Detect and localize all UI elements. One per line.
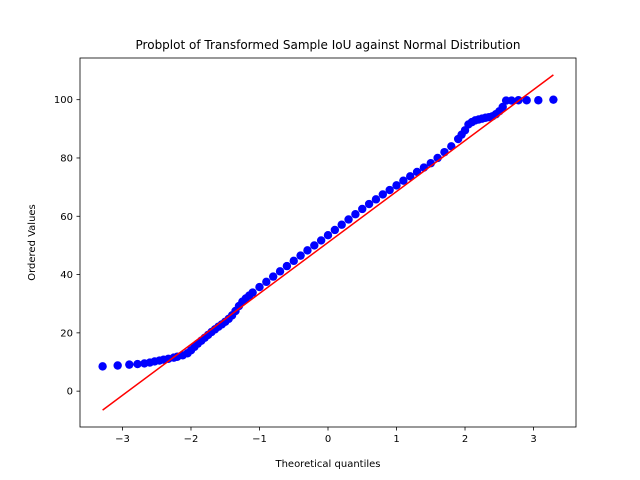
data-point (392, 181, 401, 190)
data-point (351, 210, 360, 219)
y-tick-label: 100 (54, 95, 73, 106)
x-axis-ticks: −3 −2 −1 0 1 2 3 (115, 427, 537, 445)
data-point (534, 96, 543, 105)
data-point (399, 176, 408, 185)
data-point (316, 236, 326, 245)
y-axis-ticks: 0 20 40 60 80 100 (54, 95, 80, 398)
data-point (255, 282, 264, 292)
x-tick-label: 3 (530, 434, 536, 445)
data-point (262, 277, 271, 287)
plot-area (98, 74, 558, 411)
data-point (522, 96, 531, 105)
data-point (275, 267, 285, 276)
x-axis-label: Theoretical quantiles (274, 459, 380, 470)
data-point (303, 246, 312, 255)
y-tick-label: 40 (60, 270, 73, 281)
fit-line-layer (102, 74, 554, 411)
data-point (549, 95, 558, 104)
data-point (371, 195, 381, 204)
y-tick-label: 60 (60, 212, 73, 223)
data-point (113, 361, 122, 370)
data-point (248, 288, 257, 297)
data-point (282, 261, 292, 271)
x-tick-label: −2 (184, 434, 199, 445)
y-tick-label: 20 (60, 328, 73, 339)
data-point (310, 241, 319, 250)
data-point (98, 362, 107, 371)
data-point (133, 359, 142, 369)
data-point (268, 272, 278, 281)
data-point (296, 251, 305, 260)
y-tick-label: 80 (60, 153, 73, 164)
x-tick-label: 1 (393, 434, 399, 445)
fit-line (102, 74, 554, 411)
data-point (125, 360, 134, 369)
data-point (289, 256, 298, 266)
x-tick-label: 0 (325, 434, 331, 445)
y-tick-label: 0 (67, 387, 73, 398)
x-tick-label: −1 (252, 434, 267, 445)
y-axis-label: Ordered Values (27, 204, 38, 281)
data-point (385, 185, 394, 195)
data-point (378, 190, 388, 199)
x-tick-label: 2 (462, 434, 468, 445)
chart-title: Probplot of Transformed Sample IoU again… (136, 38, 521, 52)
data-point (406, 172, 415, 181)
x-tick-label: −3 (115, 434, 130, 445)
data-point (344, 215, 353, 224)
data-point (330, 225, 340, 235)
data-point (323, 231, 333, 240)
data-points (98, 95, 558, 371)
data-point (507, 96, 516, 105)
data-point (498, 102, 507, 112)
data-point (364, 199, 374, 209)
data-point (358, 204, 367, 214)
data-point (337, 220, 346, 229)
